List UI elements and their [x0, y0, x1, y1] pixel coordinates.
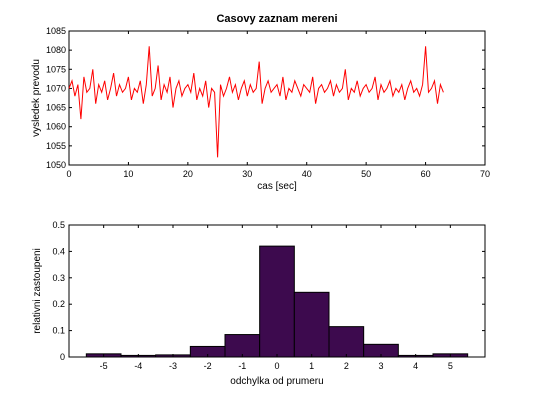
- x-tick-label: -3: [169, 361, 177, 371]
- timeseries-ticks: 0 10 20 30 40 50 60 70 1050 1055 1060 1065 1070 1075 1…: [46, 26, 490, 179]
- y-tick-label: 1070: [46, 83, 66, 93]
- x-tick-label: 2: [344, 361, 349, 371]
- x-tick-label: 10: [123, 169, 133, 179]
- histogram-bar: [328, 326, 365, 358]
- timeseries-title: Casovy zaznam mereni: [216, 13, 337, 25]
- y-tick-label: 0.5: [52, 220, 65, 230]
- histogram-bars: [85, 245, 469, 358]
- x-tick-label: 4: [413, 361, 418, 371]
- x-tick-label: 5: [448, 361, 453, 371]
- x-tick-label: 3: [378, 361, 383, 371]
- x-tick-label: -5: [100, 361, 108, 371]
- x-tick-label: 60: [421, 169, 431, 179]
- timeseries-ylabel: vysledek prevodu: [31, 59, 42, 137]
- histogram-ylabel: relativni zastoupeni: [32, 248, 43, 334]
- x-tick-label: 1: [309, 361, 314, 371]
- histogram-xlabel: odchylka od prumeru: [230, 376, 323, 387]
- x-tick-label: 0: [274, 361, 279, 371]
- y-tick-label: 1065: [46, 103, 66, 113]
- histogram-chart: odchylka od prumeru relativni zastoupeni…: [32, 220, 486, 387]
- y-tick-label: 0.4: [52, 246, 65, 256]
- y-tick-label: 0.3: [52, 273, 65, 283]
- y-tick-label: 1085: [46, 26, 66, 36]
- y-tick-label: 0: [60, 352, 65, 362]
- x-tick-label: 30: [242, 169, 252, 179]
- histogram-ticks: -5 -4 -3 -2 -1 0 1 2 3 4 5 0 0.1 0.2 0.3 0.4 0.5: [52, 220, 485, 371]
- y-tick-label: 0.2: [52, 299, 65, 309]
- timeseries-chart: Casovy zaznam mereni cas [sec] vysledek …: [31, 13, 490, 192]
- timeseries-xlabel: cas [sec]: [257, 181, 297, 192]
- histogram-bar: [293, 291, 330, 358]
- x-tick-label: -1: [238, 361, 246, 371]
- y-tick-label: 1075: [46, 64, 66, 74]
- y-tick-label: 1055: [46, 141, 66, 151]
- timeseries-plot-area: [68, 30, 486, 166]
- series-line: [68, 46, 444, 158]
- y-tick-label: 0.1: [52, 326, 65, 336]
- x-tick-label: -4: [134, 361, 142, 371]
- x-tick-label: 20: [183, 169, 193, 179]
- histogram-bar: [259, 245, 295, 358]
- x-tick-label: 50: [361, 169, 371, 179]
- x-tick-label: 70: [480, 169, 490, 179]
- y-tick-label: 1080: [46, 45, 66, 55]
- histogram-bar: [224, 334, 261, 358]
- y-tick-label: 1050: [46, 160, 66, 170]
- x-tick-label: 0: [66, 169, 71, 179]
- y-tick-label: 1060: [46, 122, 66, 132]
- x-tick-label: -2: [204, 361, 212, 371]
- timeseries-series: [68, 46, 444, 158]
- x-tick-label: 40: [302, 169, 312, 179]
